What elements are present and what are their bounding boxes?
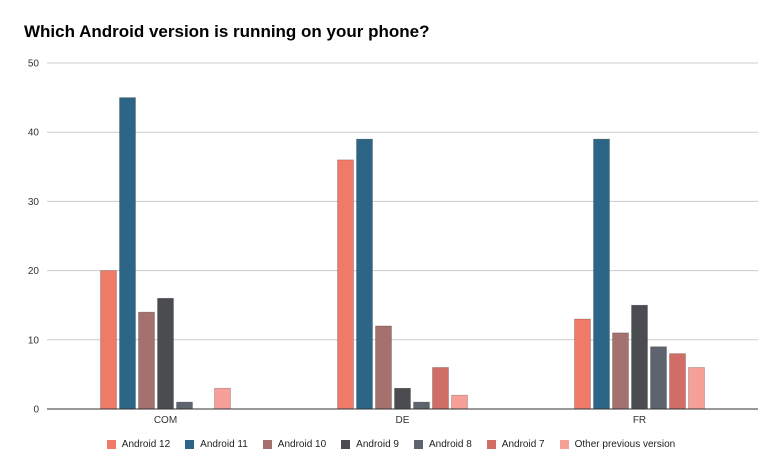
bar-fr-series-4: [650, 346, 667, 410]
legend: Android 12 Android 11 Android 10 Android 9 A…: [0, 439, 782, 450]
bar-de-series-3: [394, 387, 411, 410]
x-tick-label: FR: [633, 415, 646, 426]
bar-com-series-0: [100, 270, 117, 410]
legend-item: Android 12: [106, 439, 171, 450]
bar-fr-series-1: [593, 138, 610, 410]
x-tick-label: COM: [154, 415, 177, 426]
legend-item: Other previous version: [559, 439, 676, 450]
bar-de-series-0: [337, 159, 354, 410]
bar-de-series-4: [413, 401, 430, 410]
legend-swatch: [486, 440, 496, 449]
y-tick-label: 20: [28, 266, 40, 277]
legend-label: Android 9: [356, 439, 399, 450]
bar-fr-series-0: [574, 318, 591, 410]
bar-de-series-2: [375, 325, 392, 410]
bar-fr-series-2: [612, 332, 629, 410]
legend-swatch: [559, 440, 569, 449]
legend-label: Android 8: [428, 439, 472, 450]
legend-label: Android 10: [277, 439, 327, 450]
legend-swatch: [262, 440, 272, 449]
legend-item: Android 11: [185, 439, 248, 450]
y-tick-label: 30: [28, 197, 40, 208]
legend-swatch: [106, 440, 116, 449]
bar-com-series-1: [119, 97, 136, 410]
legend-swatch: [341, 440, 351, 449]
grid-lines: [47, 62, 758, 341]
bar-de-series-1: [356, 138, 373, 410]
bar-fr-series-6: [688, 367, 705, 410]
legend-swatch: [185, 440, 195, 449]
bar-com-series-4: [176, 401, 193, 410]
y-tick-label: 50: [28, 59, 40, 70]
legend-item: Android 10: [262, 439, 327, 450]
bar-com-series-6: [214, 387, 231, 410]
bar-com-series-3: [157, 297, 174, 410]
y-tick-label: 0: [33, 405, 39, 416]
bar-fr-series-5: [669, 353, 686, 410]
x-axis-ticks: COM DE FR: [154, 415, 646, 426]
bar-de-series-5: [432, 367, 449, 410]
bar-fr-series-3: [631, 304, 648, 410]
legend-item: Android 8: [413, 439, 472, 450]
legend-item: Android 7: [486, 439, 545, 450]
legend-label: Android 11: [200, 439, 248, 450]
legend-item: Android 9: [341, 439, 399, 450]
y-tick-label: 10: [28, 335, 40, 346]
y-axis-ticks: 0 10 20 30 40 50: [28, 59, 40, 416]
legend-swatch: [413, 440, 423, 449]
chart-title: Which Android version is running on your…: [24, 22, 430, 41]
bars: [100, 97, 705, 410]
legend-label: Android 12: [121, 439, 171, 450]
x-tick-label: DE: [396, 415, 410, 426]
bar-com-series-2: [138, 311, 155, 410]
bar-de-series-6: [451, 394, 468, 410]
y-tick-label: 40: [28, 128, 40, 139]
legend-label: Android 7: [501, 439, 545, 450]
legend-label: Other previous version: [574, 439, 676, 450]
